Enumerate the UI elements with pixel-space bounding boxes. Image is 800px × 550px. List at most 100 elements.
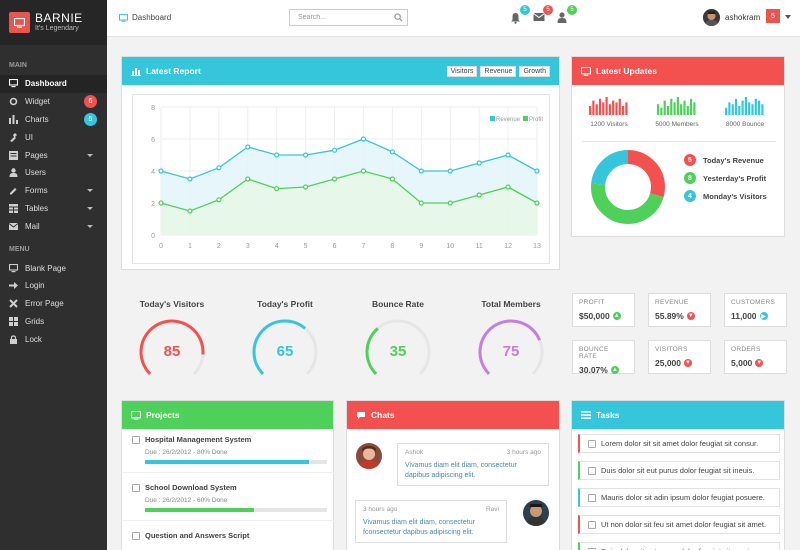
tab-revenue[interactable]: Revenue [480, 65, 517, 77]
task-item[interactable]: Lorem dolor sit sit amet dolor feugiat s… [578, 434, 780, 453]
x-tick-label: 10 [446, 243, 454, 250]
sidebar-item-blank-page[interactable]: Blank Page [0, 259, 107, 277]
chat-message: Ashok 3 hours ago Vivamus diam elit diam,… [397, 443, 549, 486]
tab-visitors[interactable]: Visitors [446, 65, 478, 77]
sparkline-bars [725, 97, 764, 115]
sidebar-item-label: Pages [25, 150, 48, 160]
mail-icon[interactable]: 5 [533, 5, 553, 26]
sidebar-item-ui[interactable]: UI [0, 128, 107, 146]
spark-bar [592, 100, 595, 115]
chat-avatar-ashok [356, 443, 382, 469]
project-name[interactable]: Question and Answers Script [145, 531, 250, 540]
username[interactable]: ashokram [725, 13, 761, 22]
user-badge: 5 [567, 5, 577, 15]
sparkline-label: 5000 Members [655, 121, 699, 128]
projects-panel: Projects Hospital Management System Due :… [121, 400, 335, 550]
sidebar-item-lock[interactable]: Lock [0, 330, 107, 348]
donut-legend-item: 8 Yesterday's Profit [684, 172, 766, 184]
project-checkbox[interactable] [132, 531, 140, 540]
search-icon[interactable] [394, 13, 404, 23]
project-item: Hospital Management System Due : 26/2/201… [122, 435, 335, 473]
task-item[interactable]: Mauris dolor sit adin ipsum dolor feugia… [578, 488, 780, 507]
sparkline-label: 8000 Bounce [725, 121, 765, 128]
task-checkbox[interactable] [588, 466, 596, 475]
sparkline-stat: 8000 Bounce [715, 95, 775, 128]
data-point [303, 152, 309, 158]
sidebar-item-forms[interactable]: Forms [0, 182, 107, 200]
spark-bar [680, 104, 683, 115]
spark-bar [761, 104, 764, 115]
x-tick-label: 9 [419, 243, 423, 250]
sidebar-item-charts[interactable]: Charts 5 [0, 111, 107, 129]
sidebar-item-users[interactable]: Users [0, 164, 107, 182]
spark-bar [605, 97, 608, 115]
spark-bar [657, 104, 660, 115]
chat-text: Vivamus diam elit diam, consectetur dapi… [405, 462, 517, 479]
data-point [187, 176, 193, 182]
sidebar-item-mail[interactable]: Mail [0, 217, 107, 235]
task-checkbox[interactable] [588, 520, 596, 529]
sparkline-stat: 5000 Members [647, 95, 707, 128]
spark-bar [744, 97, 747, 115]
spark-bar [589, 106, 592, 115]
spark-bar [608, 104, 611, 115]
sidebar-item-label: Charts [25, 114, 49, 124]
chat-message: 3 hours ago Ravi Vivamus diam elit diam, … [355, 500, 507, 543]
data-point [505, 184, 511, 190]
sidebar-item-tables[interactable]: Tables [0, 200, 107, 218]
gauge-title: Today's Profit [257, 299, 313, 309]
sidebar-item-login[interactable]: Login [0, 277, 107, 295]
x-tick-label: 11 [476, 243, 483, 250]
series-area [161, 171, 537, 235]
stat-value: 25,000 [655, 358, 681, 368]
gauge-fill [252, 319, 307, 375]
monitor-icon [9, 79, 18, 88]
task-checkbox[interactable] [588, 493, 596, 502]
data-point [389, 176, 395, 182]
user-count-badge: 5 [766, 9, 780, 23]
sidebar-item-label: Widget [25, 97, 50, 107]
task-checkbox[interactable] [588, 439, 596, 448]
user-icon[interactable]: 5 [557, 5, 577, 26]
data-point [216, 197, 222, 203]
spark-bar [693, 102, 696, 115]
y-tick-label: 4 [151, 169, 155, 176]
sidebar: BARNIE It's Legendary MAIN Dashboard Widg… [0, 0, 107, 550]
x-tick-label: 13 [533, 243, 541, 250]
x-tick-label: 6 [333, 243, 337, 250]
sidebar-item-error-page[interactable]: Error Page [0, 295, 107, 313]
stat-box: VISITORS 25,000 ▼ [648, 340, 711, 374]
project-checkbox[interactable] [132, 435, 140, 444]
project-name[interactable]: Hospital Management System [145, 435, 252, 444]
chat-avatar-ravi [523, 500, 549, 526]
task-item[interactable]: Duis dolor sit eut purus dolor feugiat s… [578, 542, 780, 550]
sidebar-item-widget[interactable]: Widget 6 [0, 93, 107, 111]
spark-bar [666, 106, 670, 115]
sidebar-item-grids[interactable]: Grids [0, 313, 107, 331]
sidebar-item-dashboard[interactable]: Dashboard [0, 75, 107, 93]
task-checkbox[interactable] [588, 547, 596, 550]
x-tick-label: 3 [246, 243, 250, 250]
stat-label: BOUNCE RATE [579, 346, 609, 360]
search-input[interactable] [289, 9, 408, 26]
tab-growth[interactable]: Growth [519, 65, 550, 77]
sidebar-item-label: UI [25, 132, 33, 142]
bell-icon[interactable]: 5 [510, 5, 530, 26]
stat-label: VISITORS [655, 346, 688, 353]
breadcrumb[interactable]: Dashboard [119, 13, 171, 22]
gauge-arc [252, 319, 318, 375]
task-text: Duis dolor sit eut purus dolor feugiat s… [601, 466, 755, 475]
spark-bar [741, 100, 744, 115]
brand[interactable]: BARNIE It's Legendary [0, 0, 107, 45]
task-item[interactable]: Ut non dolor sit feu sit amet dolor feug… [578, 515, 780, 534]
task-item[interactable]: Duis dolor sit eut purus dolor feugiat s… [578, 461, 780, 480]
sidebar-item-label: Users [25, 168, 46, 178]
chevron-down-icon[interactable] [785, 15, 791, 19]
data-point [245, 144, 251, 150]
project-name[interactable]: School Download System [145, 483, 237, 492]
spark-bar [625, 102, 628, 115]
avatar[interactable] [703, 9, 720, 26]
project-checkbox[interactable] [132, 483, 140, 492]
task-text: Lorem dolor sit sit amet dolor feugiat s… [601, 439, 759, 448]
sidebar-item-pages[interactable]: Pages [0, 146, 107, 164]
